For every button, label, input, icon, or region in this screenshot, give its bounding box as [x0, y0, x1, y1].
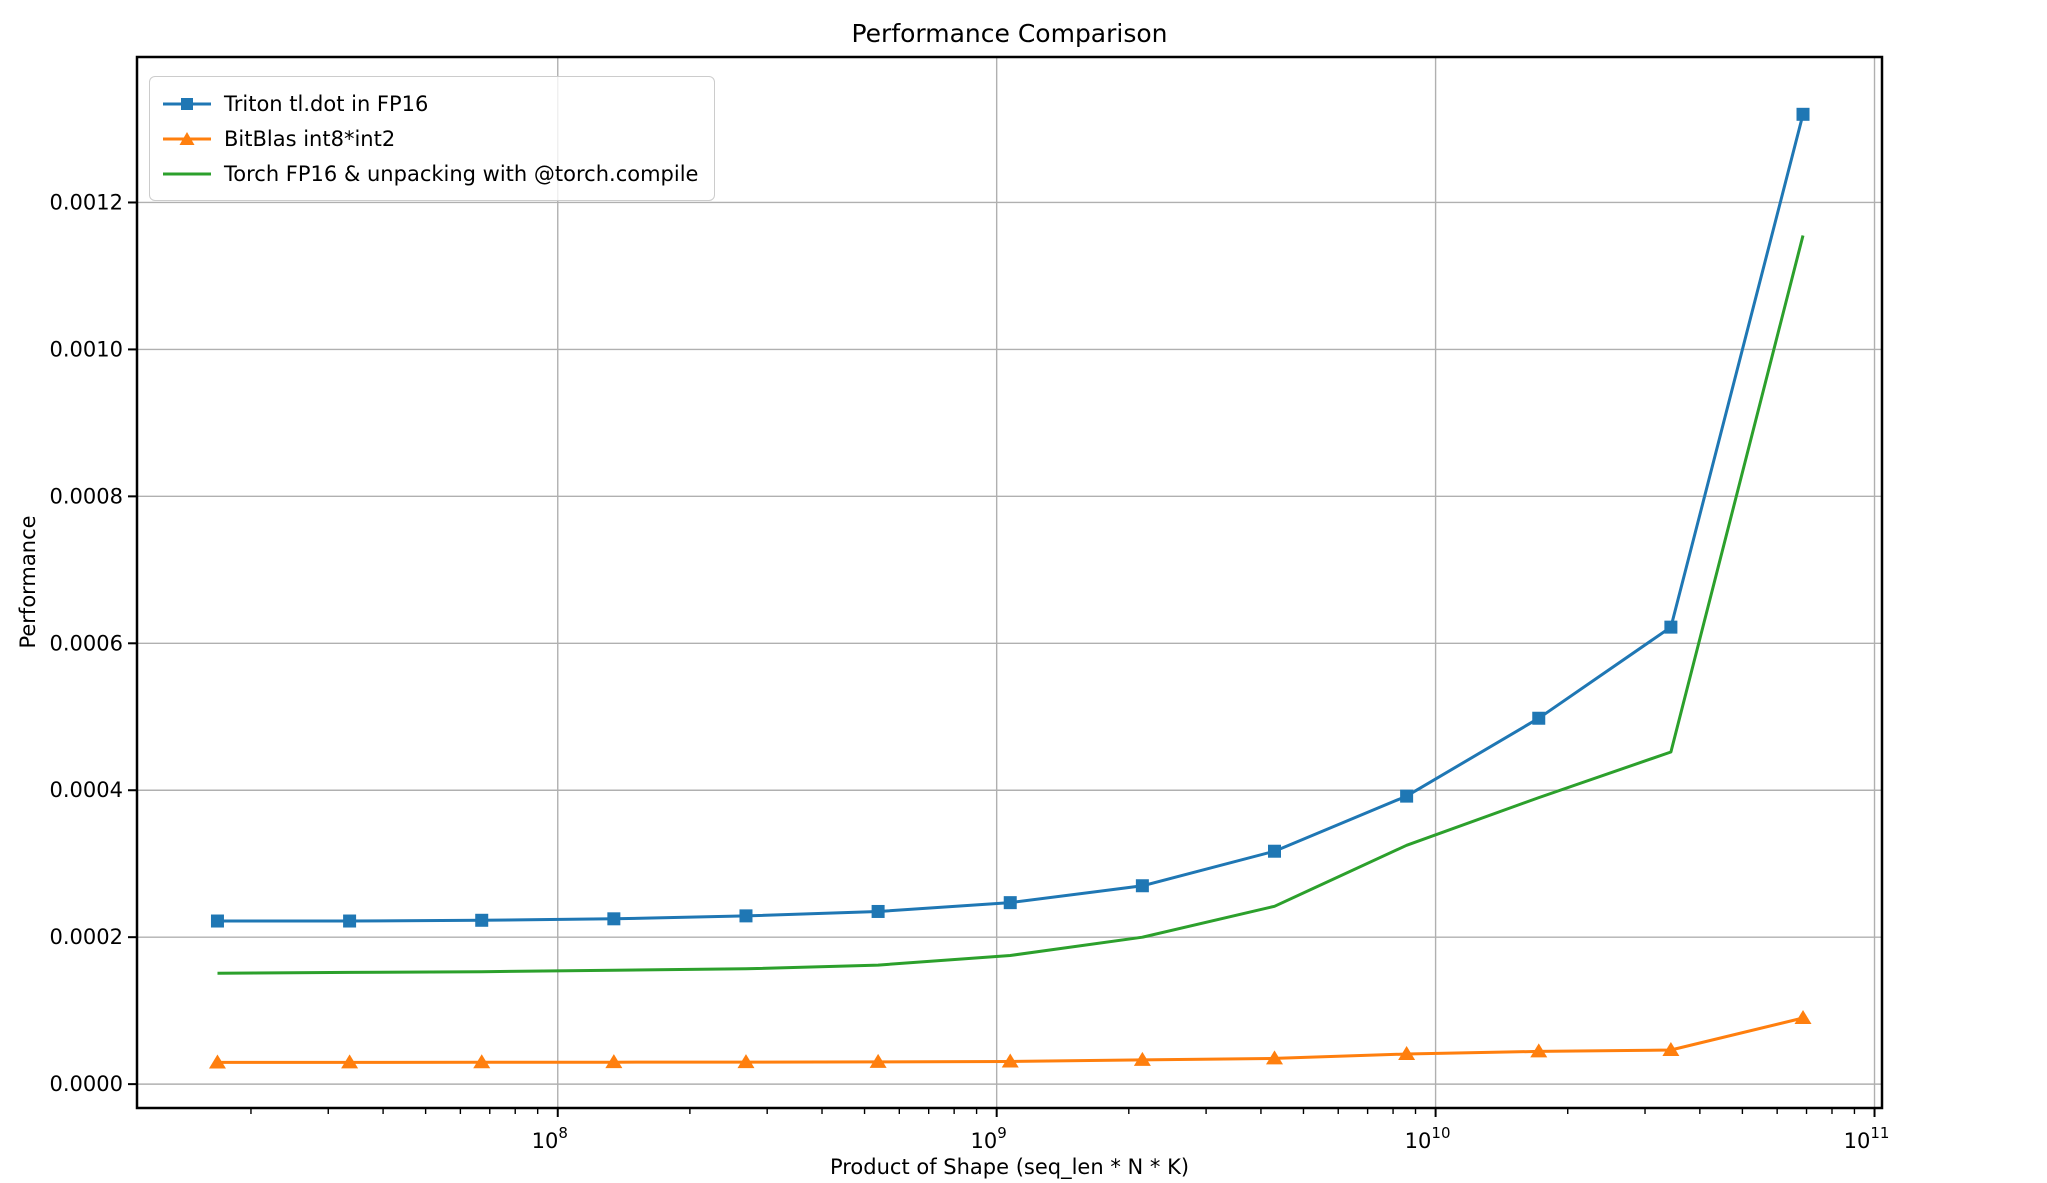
- legend-label: Triton tl.dot in FP16: [224, 91, 429, 116]
- y-axis-label: Performance: [16, 515, 40, 649]
- data-point-marker: [871, 904, 885, 918]
- series-1: [210, 107, 1810, 928]
- legend-swatch-none: [163, 172, 211, 175]
- y-tick-label: 0.0012: [50, 190, 123, 214]
- data-point-marker: [1794, 1009, 1812, 1024]
- data-point-marker: [737, 1054, 755, 1069]
- legend-label: BitBlas int8*int2: [224, 126, 396, 151]
- axes-spines: [135, 55, 1884, 1110]
- data-point-marker: [1398, 1045, 1416, 1060]
- y-tick-label: 0.0008: [50, 484, 123, 508]
- legend-swatch-square: [163, 97, 211, 110]
- series-3: [217, 235, 1805, 975]
- data-point-marker: [475, 913, 489, 927]
- data-point-marker: [473, 1054, 491, 1069]
- x-tick-label: 108: [532, 1124, 568, 1153]
- data-point-marker: [1001, 1053, 1019, 1068]
- y-tick-label: 0.0010: [50, 337, 123, 361]
- data-point-marker: [1796, 107, 1810, 121]
- data-point-marker: [343, 914, 357, 928]
- data-point-marker: [210, 914, 224, 928]
- x-axis-ticks: 108 109 1010 1011: [532, 1108, 1890, 1153]
- data-point-marker: [1133, 1051, 1151, 1066]
- data-point-marker: [607, 912, 621, 926]
- data-point-marker: [869, 1053, 887, 1068]
- y-tick-label: 0.0006: [50, 631, 123, 655]
- y-tick-label: 0.0002: [50, 925, 123, 949]
- data-point-marker: [1400, 789, 1414, 803]
- data-point-marker: [208, 1054, 226, 1069]
- legend: Triton tl.dot in FP16 BitBlas int8*int2 To…: [149, 76, 716, 201]
- x-tick-label: 1010: [1405, 1124, 1451, 1153]
- y-tick-label: 0.0004: [50, 778, 123, 802]
- legend-item: BitBlas int8*int2: [162, 121, 698, 156]
- data-point-marker: [1530, 1043, 1548, 1058]
- legend-item: Torch FP16 & unpacking with @torch.compi…: [162, 156, 698, 191]
- x-tick-label: 1011: [1844, 1124, 1890, 1153]
- data-point-marker: [739, 909, 753, 923]
- data-point-marker: [605, 1054, 623, 1069]
- data-point-marker: [341, 1054, 359, 1069]
- data-point-marker: [1664, 620, 1678, 634]
- data-point-marker: [1662, 1041, 1680, 1056]
- series-2: [208, 1009, 1812, 1069]
- data-point-marker: [1265, 1050, 1283, 1065]
- legend-label: Torch FP16 & unpacking with @torch.compi…: [224, 161, 699, 186]
- y-axis-ticks: 0.0000 0.0002 0.0004 0.0006 0.0008 0.0010 0.00…: [50, 190, 137, 1096]
- data-point-marker: [1135, 879, 1149, 893]
- x-tick-label: 109: [971, 1124, 1007, 1153]
- data-point-marker: [1532, 711, 1546, 725]
- gridlines: [137, 57, 1882, 1108]
- legend-item: Triton tl.dot in FP16: [162, 86, 698, 121]
- data-point-marker: [1267, 844, 1281, 858]
- chart-title: Performance Comparison: [851, 19, 1168, 48]
- legend-swatch-triangle-up: [163, 131, 211, 145]
- data-point-marker: [1003, 896, 1017, 910]
- y-tick-label: 0.0000: [50, 1072, 123, 1096]
- x-axis-label: Product of Shape (seq_len * N * K): [829, 1155, 1190, 1179]
